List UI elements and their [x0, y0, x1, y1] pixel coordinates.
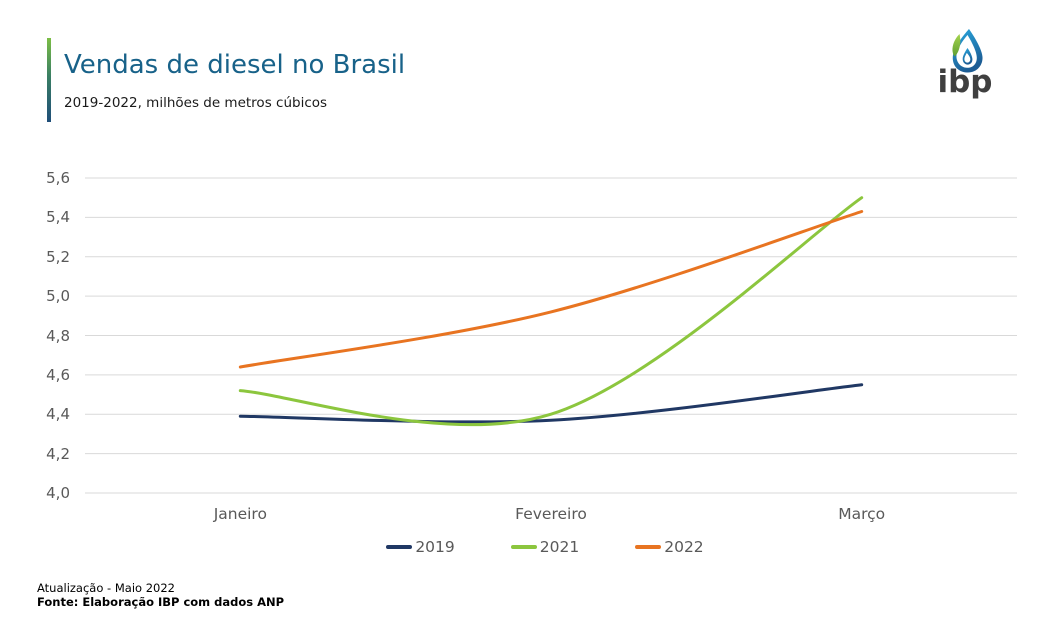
chart-footer: Atualização - Maio 2022 Fonte: Elaboraçã… — [37, 581, 284, 609]
series-line-2022 — [238, 210, 864, 369]
legend-label: 2021 — [539, 538, 580, 556]
page-title: Vendas de diesel no Brasil — [64, 50, 406, 80]
y-axis-label: 5,4 — [46, 208, 70, 227]
droplet-icon — [952, 29, 983, 73]
y-axis-label: 4,2 — [46, 444, 70, 463]
page-subtitle: 2019-2022, milhões de metros cúbicos — [64, 95, 328, 111]
ibp-logo: ibp — [924, 28, 1006, 100]
droplet-inner-white — [964, 53, 971, 63]
x-axis-label: Fevereiro — [515, 505, 587, 523]
y-axis-label: 4,8 — [46, 326, 70, 345]
leaf-green-shape — [952, 34, 961, 57]
y-axis-label: 4,0 — [46, 484, 70, 502]
series-line-2019 — [238, 383, 864, 424]
y-axis-label: 4,6 — [46, 365, 70, 384]
title-accent-bar — [47, 38, 51, 122]
legend-swatch — [510, 545, 537, 549]
ibp-logo-text: ibp — [937, 64, 993, 100]
chart-legend: 2019 2021 2022 — [85, 537, 1005, 557]
y-axis-label: 5,6 — [46, 169, 70, 187]
series-line-2021 — [238, 196, 864, 427]
legend-label: 2022 — [664, 538, 704, 556]
legend-label: 2019 — [415, 538, 455, 556]
legend-item-2021: 2021 — [510, 538, 580, 556]
y-axis-label: 4,4 — [46, 405, 70, 424]
legend-swatch — [386, 545, 413, 549]
y-axis-label: 5,0 — [46, 287, 70, 306]
x-axis-label: Março — [838, 505, 886, 523]
legend-item-2022: 2022 — [635, 538, 704, 556]
legend-swatch — [635, 545, 662, 549]
update-note: Atualização - Maio 2022 — [37, 581, 175, 595]
source-note: Fonte: Elaboração IBP com dados ANP — [37, 595, 285, 609]
legend-item-2019: 2019 — [386, 538, 455, 556]
x-axis-label: Janeiro — [213, 505, 267, 523]
y-axis-label: 5,2 — [46, 247, 70, 266]
